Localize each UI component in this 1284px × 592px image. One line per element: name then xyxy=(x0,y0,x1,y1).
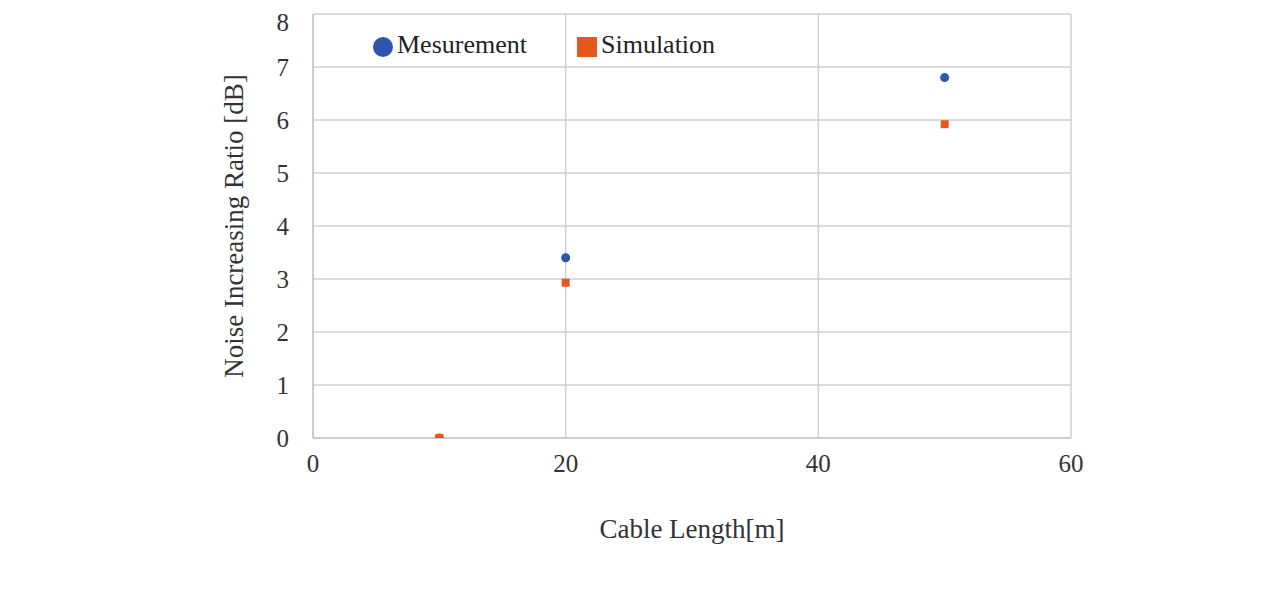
html-text:Mesurement: Mesurement xyxy=(397,30,527,59)
html-text:Simulation: Simulation xyxy=(601,30,716,59)
svg-text:0: 0 xyxy=(307,450,320,477)
svg-text:Noise Increasing Ratio [dB]: Noise Increasing Ratio [dB] xyxy=(219,74,249,378)
svg-text:Cable Length[m]: Cable Length[m] xyxy=(599,514,784,544)
svg-text:5: 5 xyxy=(277,160,290,187)
svg-text:6: 6 xyxy=(277,107,290,134)
svg-text:40: 40 xyxy=(806,450,831,477)
svg-text:1: 1 xyxy=(277,372,290,399)
svg-text:2: 2 xyxy=(277,319,290,346)
svg-text:7: 7 xyxy=(277,54,290,81)
svg-text:60: 60 xyxy=(1059,450,1084,477)
svg-text:3: 3 xyxy=(277,266,290,293)
svg-text:8: 8 xyxy=(277,9,290,36)
svg-text:4: 4 xyxy=(277,213,290,240)
svg-text:0: 0 xyxy=(277,425,290,452)
svg-text:20: 20 xyxy=(553,450,578,477)
